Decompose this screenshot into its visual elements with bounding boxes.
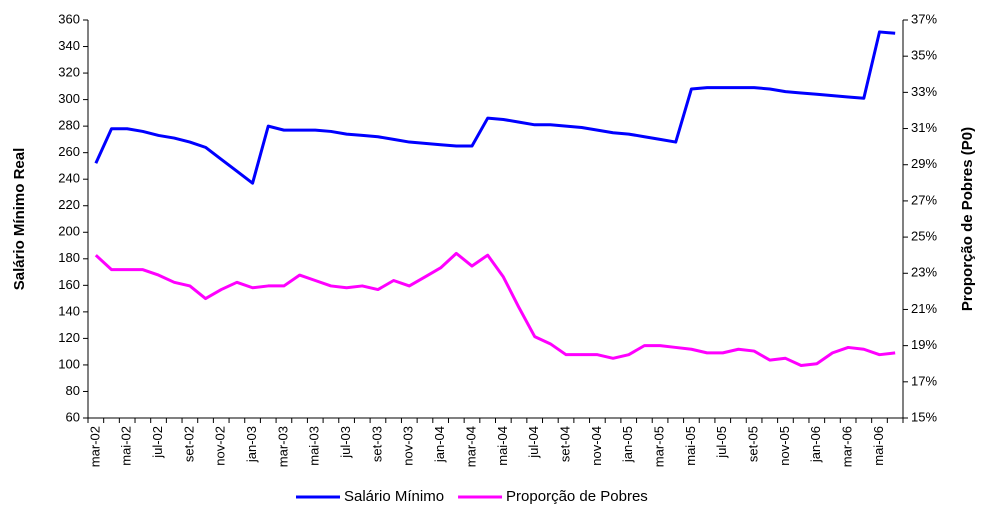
y-tick-label: 120 [58, 330, 80, 345]
y2-tick-label: 35% [911, 48, 937, 63]
x-tick-label: mar-03 [275, 426, 290, 467]
x-tick-label: mar-05 [652, 426, 667, 467]
x-tick-label: set-02 [181, 426, 196, 462]
x-tick-label: nov-03 [401, 426, 416, 466]
y2-tick-label: 23% [911, 265, 937, 280]
y2-tick-label: 21% [911, 301, 937, 316]
y-tick-label: 140 [58, 303, 80, 318]
x-tick-label: mar-06 [840, 426, 855, 467]
y-tick-label: 260 [58, 144, 80, 159]
y2-tick-label: 27% [911, 192, 937, 207]
y-tick-label: 360 [58, 11, 80, 26]
x-tick-label: set-03 [369, 426, 384, 462]
y-tick-label: 340 [58, 38, 80, 53]
legend-label: Proporção de Pobres [506, 488, 648, 505]
y-tick-label: 180 [58, 250, 80, 265]
y-tick-label: 240 [58, 171, 80, 186]
y2-tick-label: 19% [911, 337, 937, 352]
x-tick-label: mai-03 [307, 426, 322, 466]
x-tick-label: jul-04 [526, 426, 541, 459]
series-line [94, 30, 896, 185]
x-tick-label: jul-02 [150, 426, 165, 459]
x-tick-label: set-05 [746, 426, 761, 462]
x-tick-label: nov-05 [777, 426, 792, 466]
x-tick-label: nov-04 [589, 426, 604, 466]
y-tick-label: 80 [66, 383, 80, 398]
y-tick-label: 300 [58, 91, 80, 106]
y2-tick-label: 31% [911, 120, 937, 135]
y-tick-label: 160 [58, 277, 80, 292]
y2-tick-label: 33% [911, 84, 937, 99]
x-tick-label: mai-05 [683, 426, 698, 466]
x-tick-label: jul-05 [714, 426, 729, 459]
x-tick-label: mai-04 [495, 426, 510, 466]
x-tick-label: set-04 [557, 426, 572, 462]
x-tick-label: mar-04 [463, 426, 478, 467]
x-tick-label: nov-02 [213, 426, 228, 466]
x-tick-label: jan-04 [432, 426, 447, 463]
x-tick-label: mai-06 [871, 426, 886, 466]
y2-tick-label: 29% [911, 156, 937, 171]
x-tick-label: jan-05 [620, 426, 635, 463]
y-tick-label: 60 [66, 409, 80, 424]
x-tick-label: jan-06 [808, 426, 823, 463]
y2-tick-label: 17% [911, 373, 937, 388]
x-tick-label: mar-02 [87, 426, 102, 467]
x-tick-label: jan-03 [244, 426, 259, 463]
x-tick-label: jul-03 [338, 426, 353, 459]
y-axis-title: Salário Mínimo Real [11, 148, 28, 291]
series-line [94, 251, 896, 368]
x-tick-label: mai-02 [119, 426, 134, 466]
y2-tick-label: 15% [911, 409, 937, 424]
y2-axis-title: Proporção de Pobres (P0) [959, 127, 976, 311]
y2-tick-label: 37% [911, 11, 937, 26]
legend-label: Salário Mínimo [344, 488, 444, 505]
y-tick-label: 280 [58, 118, 80, 133]
y-tick-label: 320 [58, 65, 80, 80]
y-tick-label: 220 [58, 197, 80, 212]
y-tick-label: 100 [58, 356, 80, 371]
y2-tick-label: 25% [911, 229, 937, 244]
y-tick-label: 200 [58, 224, 80, 239]
